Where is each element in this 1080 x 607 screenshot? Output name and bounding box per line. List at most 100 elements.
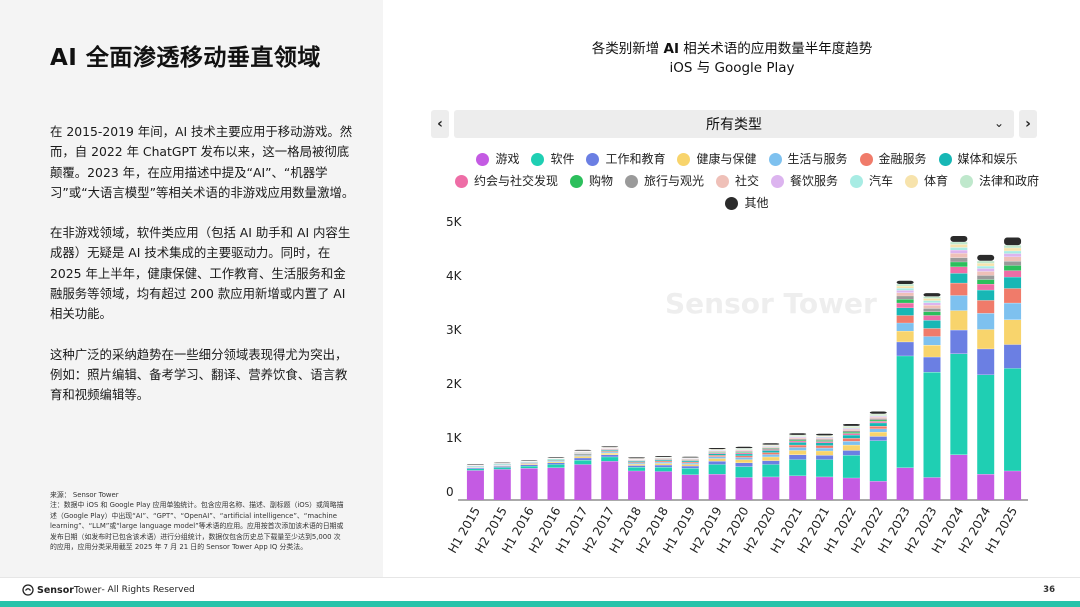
bar-segment[interactable]	[735, 457, 753, 460]
legend-item[interactable]: 媒体和娱乐	[938, 148, 1018, 170]
legend-item[interactable]: 餐饮服务	[771, 170, 838, 192]
bar-stack[interactable]	[654, 456, 672, 500]
bar-segment[interactable]	[977, 268, 995, 272]
bar-segment[interactable]	[950, 310, 968, 330]
bar-stack[interactable]	[493, 462, 511, 500]
bar-segment[interactable]	[735, 453, 753, 456]
bar-segment[interactable]	[547, 460, 565, 462]
bar-segment[interactable]	[950, 273, 968, 283]
bar-segment[interactable]	[923, 356, 941, 373]
bar-segment[interactable]	[708, 464, 726, 475]
bar-segment[interactable]	[520, 463, 538, 465]
bar-segment[interactable]	[735, 450, 753, 452]
bar-segment[interactable]	[789, 442, 807, 445]
bar-segment[interactable]	[789, 444, 807, 448]
bar-segment[interactable]	[950, 249, 968, 254]
bar-stack[interactable]	[923, 293, 941, 500]
bar-segment[interactable]	[681, 468, 699, 475]
bar-segment[interactable]	[1004, 288, 1022, 303]
bar-segment[interactable]	[601, 450, 619, 452]
bar-stack[interactable]	[762, 443, 780, 500]
bar-segment[interactable]	[789, 440, 807, 443]
bar-segment[interactable]	[1004, 256, 1022, 262]
bar-segment[interactable]	[789, 450, 807, 455]
bar-segment[interactable]	[735, 455, 753, 458]
bar-segment[interactable]	[977, 284, 995, 290]
bar-segment[interactable]	[789, 459, 807, 476]
bar-segment[interactable]	[762, 460, 780, 465]
bar-segment[interactable]	[601, 461, 619, 500]
bar-segment[interactable]	[923, 320, 941, 329]
bar-segment[interactable]	[708, 450, 726, 452]
bar-segment[interactable]	[923, 311, 941, 316]
bar-segment[interactable]	[735, 452, 753, 454]
bar-segment[interactable]	[923, 298, 941, 301]
bar-segment[interactable]	[896, 285, 914, 289]
bar-segment[interactable]	[816, 441, 834, 443]
bar-segment[interactable]	[896, 307, 914, 316]
bar-stack[interactable]	[896, 280, 914, 500]
bar-segment[interactable]	[762, 446, 780, 448]
bar-segment[interactable]	[654, 467, 672, 472]
bar-segment[interactable]	[789, 436, 807, 437]
bar-segment[interactable]	[1004, 276, 1022, 289]
bar-segment[interactable]	[1004, 344, 1022, 369]
legend-item[interactable]: 工作和教育	[586, 148, 665, 170]
bar-segment[interactable]	[654, 463, 672, 465]
bar-segment[interactable]	[735, 459, 753, 463]
bar-segment[interactable]	[601, 446, 619, 448]
bar-segment[interactable]	[628, 462, 646, 464]
bar-segment[interactable]	[762, 456, 780, 461]
bar-segment[interactable]	[896, 290, 914, 293]
legend-item[interactable]: 约会与社交发现	[454, 170, 558, 192]
bar-segment[interactable]	[869, 415, 887, 417]
bar-segment[interactable]	[842, 434, 860, 439]
bar-segment[interactable]	[547, 462, 565, 465]
bar-segment[interactable]	[977, 313, 995, 330]
bar-segment[interactable]	[628, 464, 646, 466]
bar-segment[interactable]	[735, 446, 753, 449]
bar-segment[interactable]	[869, 414, 887, 416]
bar-segment[interactable]	[789, 438, 807, 440]
bar-segment[interactable]	[842, 426, 860, 428]
bar-segment[interactable]	[601, 451, 619, 452]
bar-segment[interactable]	[654, 460, 672, 462]
bar-segment[interactable]	[869, 422, 887, 427]
bar-segment[interactable]	[950, 353, 968, 455]
bar-segment[interactable]	[896, 280, 914, 284]
bar-stack[interactable]	[842, 423, 860, 500]
bar-stack[interactable]	[1004, 237, 1022, 500]
bar-segment[interactable]	[977, 263, 995, 266]
bar-segment[interactable]	[950, 244, 968, 248]
bar-segment[interactable]	[842, 431, 860, 434]
bar-segment[interactable]	[628, 461, 646, 463]
bar-segment[interactable]	[896, 355, 914, 468]
bar-segment[interactable]	[708, 452, 726, 453]
bar-segment[interactable]	[842, 429, 860, 431]
bar-segment[interactable]	[654, 464, 672, 468]
bar-segment[interactable]	[654, 461, 672, 464]
bar-segment[interactable]	[1004, 265, 1022, 271]
bar-segment[interactable]	[1004, 302, 1022, 320]
bar-segment[interactable]	[1004, 247, 1022, 251]
bar-segment[interactable]	[762, 450, 780, 453]
bar-segment[interactable]	[1004, 470, 1022, 500]
bar-segment[interactable]	[601, 453, 619, 455]
bar-segment[interactable]	[708, 447, 726, 450]
bar-stack[interactable]	[950, 235, 968, 500]
bar-stack[interactable]	[869, 411, 887, 500]
bar-segment[interactable]	[923, 308, 941, 312]
bar-segment[interactable]	[574, 464, 592, 500]
bar-segment[interactable]	[762, 449, 780, 451]
bar-segment[interactable]	[816, 435, 834, 437]
bar-segment[interactable]	[574, 456, 592, 458]
bar-segment[interactable]	[547, 467, 565, 500]
bar-segment[interactable]	[977, 374, 995, 475]
bar-segment[interactable]	[842, 477, 860, 500]
bar-segment[interactable]	[789, 434, 807, 436]
bar-stack[interactable]	[520, 460, 538, 500]
bar-segment[interactable]	[923, 372, 941, 478]
bar-segment[interactable]	[628, 470, 646, 500]
bar-segment[interactable]	[977, 260, 995, 264]
bar-segment[interactable]	[842, 430, 860, 432]
